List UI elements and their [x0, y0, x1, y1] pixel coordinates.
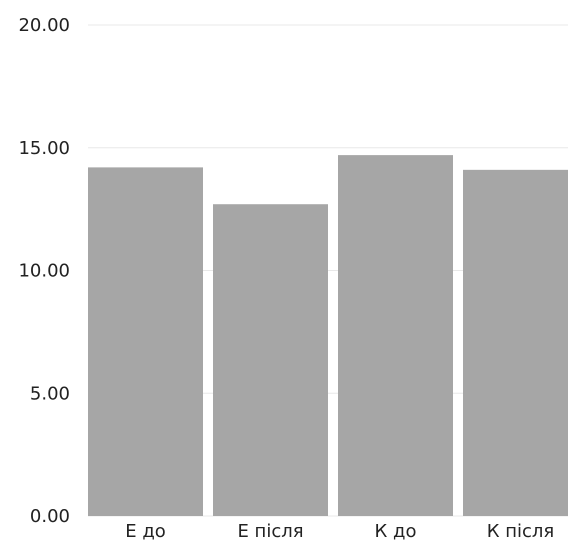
x-tick-label-2: К до — [375, 521, 417, 542]
bar-0 — [88, 167, 203, 516]
y-axis-tick-labels: 0.00 5.00 10.00 15.00 20.00 — [18, 15, 70, 527]
bars — [88, 155, 568, 517]
y-tick-label-0: 0.00 — [30, 506, 70, 527]
y-tick-label-1: 5.00 — [30, 383, 70, 404]
x-tick-label-3: К після — [487, 521, 555, 542]
x-tick-label-0: Е до — [125, 521, 166, 542]
y-tick-label-2: 10.00 — [18, 261, 70, 282]
y-tick-label-3: 15.00 — [18, 138, 70, 159]
bar-3 — [463, 169, 568, 516]
x-axis-tick-labels: Е до Е після К до К після — [125, 521, 554, 542]
x-tick-label-1: Е після — [237, 521, 303, 542]
y-tick-label-4: 20.00 — [18, 15, 70, 36]
bar-2 — [338, 155, 453, 517]
bar-1 — [213, 204, 328, 516]
